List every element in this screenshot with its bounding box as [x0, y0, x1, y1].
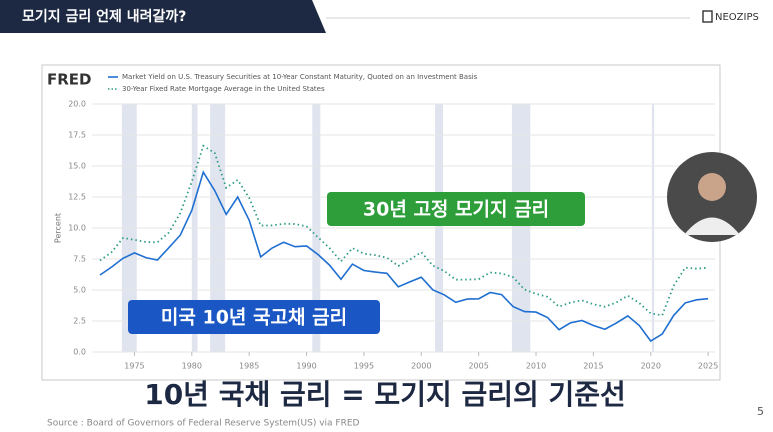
- source: Source : Board of Governors of Federal R…: [47, 419, 360, 429]
- legend-label: Market Yield on U.S. Treasury Securities…: [122, 73, 478, 81]
- y-axis-label: Percent: [54, 213, 63, 243]
- x-tick-label: 2010: [526, 362, 546, 371]
- x-tick-label: 2020: [641, 362, 661, 371]
- y-tick-label: 7.5: [73, 255, 86, 264]
- page-number: 5: [757, 405, 764, 418]
- presenter-head: [698, 173, 726, 201]
- x-tick-label: 2015: [583, 362, 603, 371]
- title-bar: [0, 0, 326, 33]
- x-tick-label: 2005: [468, 362, 488, 371]
- brand-icon: [702, 10, 713, 23]
- legend-label: 30-Year Fixed Rate Mortgage Average in t…: [122, 85, 325, 93]
- y-tick-label: 2.5: [73, 317, 86, 326]
- presenter-body: [684, 217, 740, 235]
- x-tick-label: 2025: [698, 362, 718, 371]
- mortgage-callout: [327, 192, 585, 226]
- y-tick-label: 10.0: [68, 224, 86, 233]
- x-tick-label: 1990: [296, 362, 316, 371]
- treasury-callout-text: 미국 10년 국고채 금리: [161, 307, 347, 329]
- y-tick-label: 0.0: [73, 348, 86, 357]
- y-tick-label: 20.0: [68, 100, 86, 109]
- y-tick-label: 12.5: [68, 193, 86, 202]
- x-tick-label: 1995: [354, 362, 374, 371]
- slide-title: 모기지 금리 언제 내려갈까?: [22, 8, 186, 25]
- y-tick-label: 5.0: [73, 286, 86, 295]
- x-tick-label: 1980: [182, 362, 202, 371]
- caption: 10년 국채 금리 = 모기지 금리의 기준선: [144, 378, 626, 411]
- mortgage-callout-text: 30년 고정 모기지 금리: [363, 199, 549, 221]
- x-tick-label: 1975: [124, 362, 144, 371]
- treasury-callout: [128, 300, 380, 334]
- x-tick-label: 2000: [411, 362, 431, 371]
- y-tick-label: 15.0: [68, 162, 86, 171]
- series-line: [99, 170, 709, 343]
- x-tick-label: 1985: [239, 362, 259, 371]
- fred-logo: FRED: [47, 71, 92, 89]
- y-tick-label: 17.5: [68, 131, 86, 140]
- brand: NEOZIPS: [715, 12, 759, 23]
